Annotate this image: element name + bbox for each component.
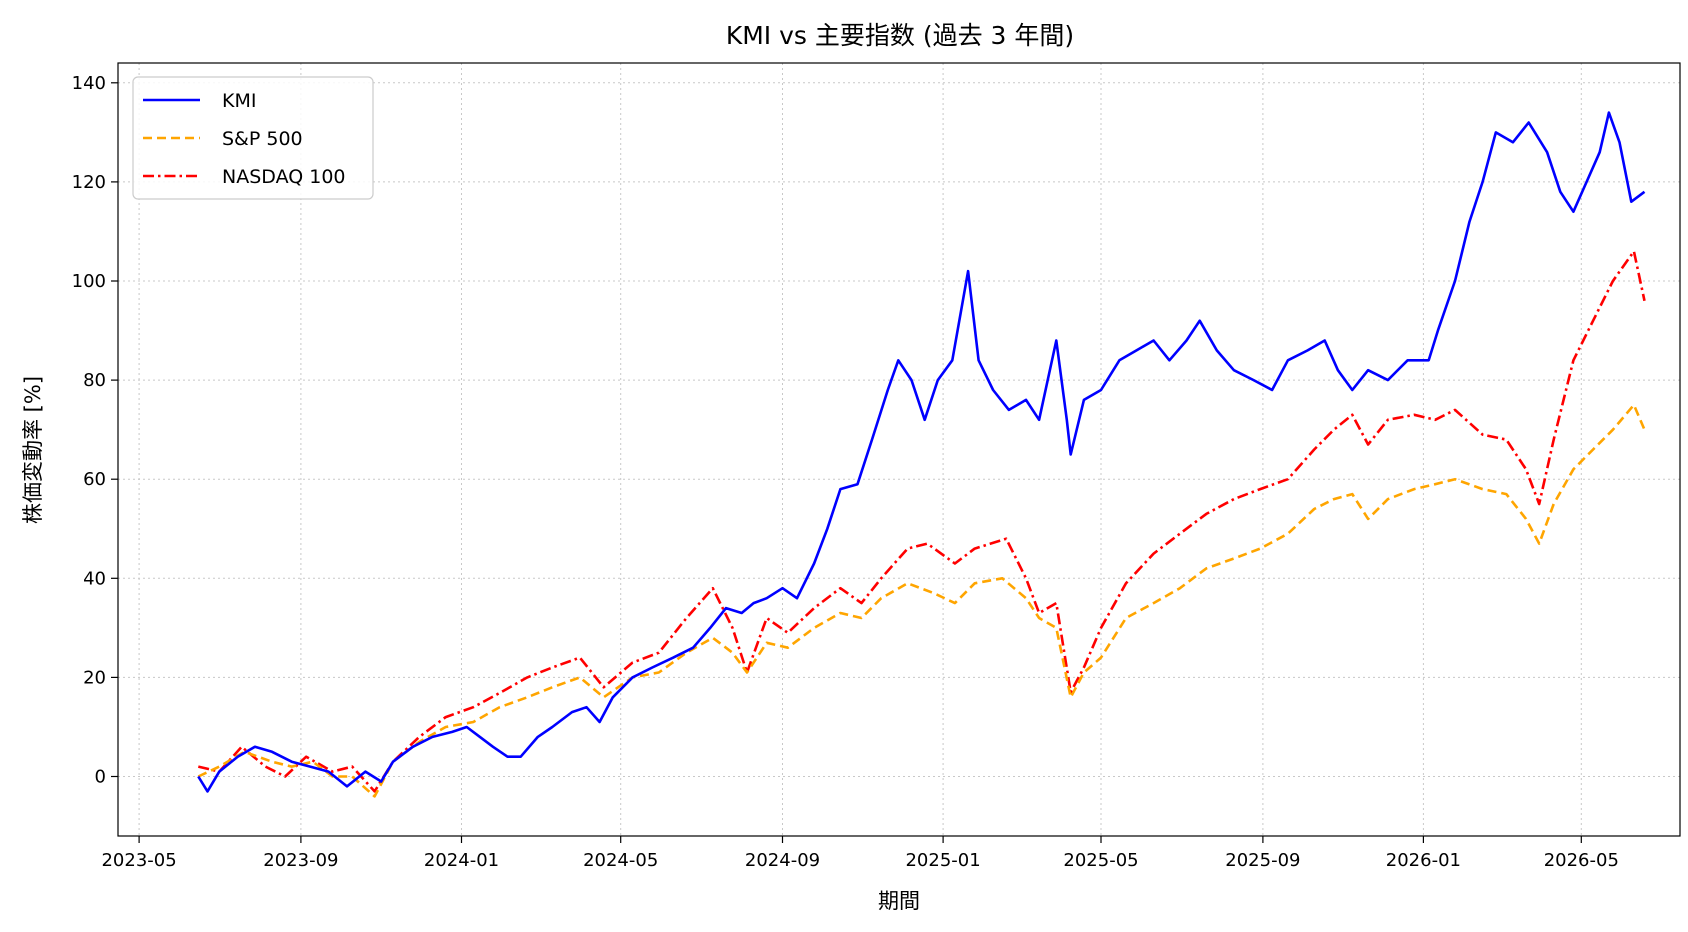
y-tick-label: 40 — [83, 568, 106, 589]
legend-label-2: NASDAQ 100 — [222, 166, 346, 188]
y-axis-title: 株価変動率 [%] — [21, 376, 45, 524]
x-axis-title: 期間 — [878, 889, 920, 913]
x-tick-label: 2024-09 — [745, 850, 820, 871]
x-tick-label: 2026-05 — [1544, 850, 1619, 871]
y-tick-label: 0 — [95, 767, 106, 788]
chart-title: KMI vs 主要指数 (過去 3 年間) — [726, 21, 1074, 50]
plot-area-frame — [117, 62, 1681, 837]
x-tick-label: 2025-09 — [1225, 850, 1300, 871]
y-tick-label: 20 — [83, 667, 106, 688]
y-tick-label: 60 — [83, 469, 106, 490]
x-tick-label: 2023-05 — [101, 850, 176, 871]
series-layer — [197, 111, 1646, 798]
grid — [118, 63, 1680, 836]
x-tick-label: 2024-01 — [424, 850, 499, 871]
x-tick-label: 2024-05 — [583, 850, 658, 871]
x-tick-label: 2026-01 — [1386, 850, 1461, 871]
y-tick-label: 80 — [83, 370, 106, 391]
x-tick-label: 2025-05 — [1063, 850, 1138, 871]
series-line-1 — [197, 403, 1646, 798]
legend-label-0: KMI — [222, 90, 256, 112]
y-axis: 0 20 40 60 80 100 120 140 — [72, 73, 118, 788]
legend: KMI S&P 500 NASDAQ 100 — [132, 76, 374, 200]
y-tick-label: 140 — [72, 73, 106, 94]
series-line-0 — [197, 111, 1646, 793]
legend-box — [132, 76, 374, 200]
x-tick-label: 2025-01 — [905, 850, 980, 871]
legend-label-1: S&P 500 — [222, 128, 303, 150]
y-tick-label: 120 — [72, 172, 106, 193]
series-line-2 — [197, 250, 1646, 793]
x-tick-label: 2023-09 — [263, 850, 338, 871]
y-tick-label: 100 — [72, 271, 106, 292]
x-axis: 2023-05 2023-09 2024-01 2024-05 2024-09 2025-… — [101, 836, 1619, 871]
